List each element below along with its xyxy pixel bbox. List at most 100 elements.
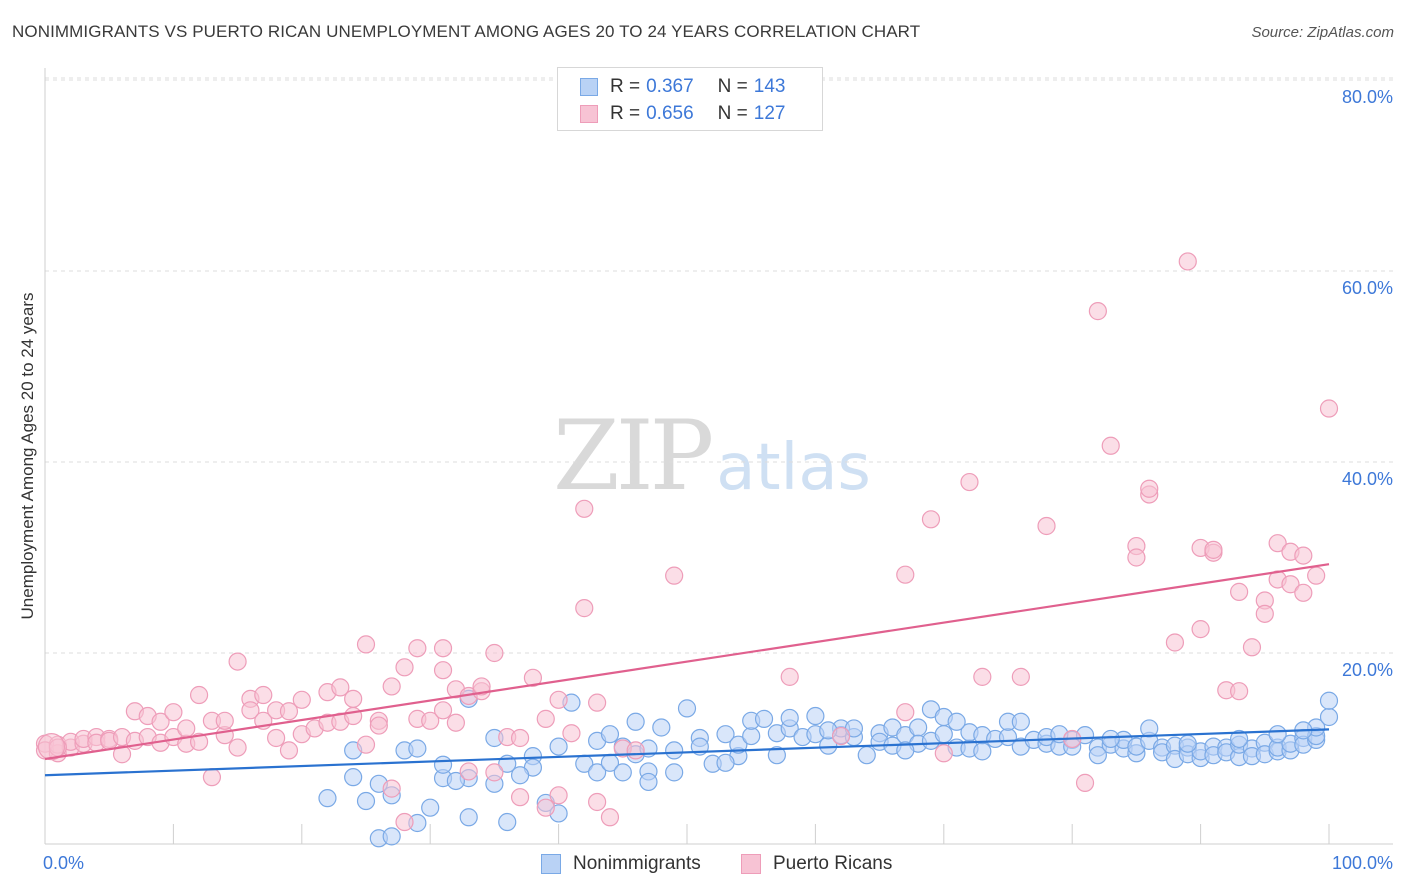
point-nonimmigrants <box>1319 707 1339 727</box>
point-puerto-ricans <box>1319 399 1339 418</box>
point-puerto-ricans <box>1230 582 1249 601</box>
chart-title: NONIMMIGRANTS VS PUERTO RICAN UNEMPLOYME… <box>12 22 921 41</box>
point-nonimmigrants <box>780 708 799 728</box>
point-puerto-ricans <box>1204 540 1223 559</box>
point-puerto-ricans <box>510 728 530 748</box>
watermark-zip: ZIP <box>553 400 714 512</box>
point-puerto-ricans <box>1230 682 1249 701</box>
point-puerto-ricans <box>1011 667 1030 686</box>
point-puerto-ricans <box>472 677 491 696</box>
point-puerto-ricans <box>600 808 620 827</box>
point-puerto-ricans <box>395 658 414 677</box>
point-puerto-ricans <box>459 762 478 781</box>
point-puerto-ricans <box>831 726 851 746</box>
point-puerto-ricans <box>549 690 568 709</box>
point-nonimmigrants <box>1088 746 1107 765</box>
point-nonimmigrants <box>1319 691 1339 710</box>
point-puerto-ricans <box>1127 548 1146 567</box>
point-nonimmigrants <box>729 735 748 754</box>
bottom-legend-label-nonimmigrants: Nonimmigrants <box>573 853 701 874</box>
point-puerto-ricans <box>1178 252 1197 271</box>
point-nonimmigrants <box>549 737 568 756</box>
point-puerto-ricans <box>1101 436 1120 455</box>
point-puerto-ricans <box>1281 575 1300 594</box>
point-nonimmigrants <box>613 763 632 782</box>
point-nonimmigrants <box>588 763 607 782</box>
point-puerto-ricans <box>536 798 555 817</box>
source-label: Source: ZipAtlas.com <box>1251 24 1394 41</box>
y-tick-label: 80.0% <box>1342 87 1393 107</box>
point-puerto-ricans <box>356 735 376 754</box>
point-nonimmigrants <box>1140 719 1159 738</box>
point-puerto-ricans <box>408 639 427 658</box>
point-puerto-ricans <box>1165 633 1185 652</box>
point-puerto-ricans <box>960 472 979 492</box>
point-puerto-ricans <box>1140 479 1159 498</box>
point-nonimmigrants <box>652 718 671 737</box>
bottom-legend-swatch-nonimmigrants <box>541 854 561 874</box>
legend-n-label: N = <box>717 103 748 124</box>
point-puerto-ricans <box>395 812 414 832</box>
legend-r-value-puerto-ricans: 0.656 <box>646 103 694 124</box>
point-puerto-ricans <box>189 732 209 751</box>
point-puerto-ricans <box>189 685 209 705</box>
point-puerto-ricans <box>1191 620 1210 639</box>
point-nonimmigrants <box>408 739 427 758</box>
point-puerto-ricans <box>433 701 453 720</box>
y-tick-label: 60.0% <box>1342 278 1393 298</box>
legend-n-value-puerto-ricans: 127 <box>753 103 786 124</box>
point-puerto-ricans <box>382 677 401 696</box>
x-tick-label: 0.0% <box>43 853 84 873</box>
legend-row-nonimmigrants: R = 0.367 N = 143 <box>580 75 785 99</box>
point-nonimmigrants <box>421 798 440 817</box>
point-nonimmigrants <box>1178 734 1197 753</box>
point-puerto-ricans <box>331 678 350 697</box>
y-tick-label: 20.0% <box>1342 660 1393 680</box>
point-puerto-ricans <box>485 763 504 782</box>
point-nonimmigrants <box>973 742 992 761</box>
point-puerto-ricans <box>344 706 363 726</box>
point-puerto-ricans <box>228 738 247 757</box>
point-nonimmigrants <box>639 772 658 792</box>
point-nonimmigrants <box>665 741 684 760</box>
point-puerto-ricans <box>485 643 504 663</box>
point-nonimmigrants <box>1268 725 1287 744</box>
point-nonimmigrants <box>1011 712 1030 731</box>
legend-n-label: N = <box>717 76 748 97</box>
legend-swatch-nonimmigrants <box>580 78 598 96</box>
point-nonimmigrants <box>742 726 761 746</box>
point-puerto-ricans <box>344 689 363 708</box>
point-puerto-ricans <box>151 712 170 731</box>
point-nonimmigrants <box>767 746 786 765</box>
point-puerto-ricans <box>934 744 953 763</box>
point-nonimmigrants <box>716 725 735 744</box>
point-nonimmigrants <box>1230 729 1249 749</box>
bottom-legend-nonimmigrants: Nonimmigrants <box>541 852 701 876</box>
point-nonimmigrants <box>446 771 465 791</box>
point-nonimmigrants <box>857 746 876 765</box>
point-nonimmigrants <box>909 718 928 737</box>
point-puerto-ricans <box>1268 534 1287 553</box>
point-puerto-ricans <box>215 711 234 730</box>
point-nonimmigrants <box>806 706 825 726</box>
point-puerto-ricans <box>1088 302 1107 321</box>
point-puerto-ricans <box>433 639 453 658</box>
point-puerto-ricans <box>279 741 299 760</box>
point-puerto-ricans <box>37 732 66 761</box>
watermark: ZIPatlas <box>553 400 871 512</box>
point-puerto-ricans <box>575 599 594 618</box>
point-puerto-ricans <box>665 566 684 585</box>
point-nonimmigrants <box>344 768 363 787</box>
point-nonimmigrants <box>1101 729 1120 749</box>
x-tick-label: 100.0% <box>1332 853 1393 873</box>
point-puerto-ricans <box>241 701 260 720</box>
point-puerto-ricans <box>896 565 915 584</box>
point-puerto-ricans <box>292 690 311 709</box>
watermark-atlas: atlas <box>716 431 871 505</box>
point-nonimmigrants <box>665 763 684 782</box>
point-nonimmigrants <box>896 741 915 760</box>
point-puerto-ricans <box>267 728 286 748</box>
point-puerto-ricans <box>356 635 376 654</box>
